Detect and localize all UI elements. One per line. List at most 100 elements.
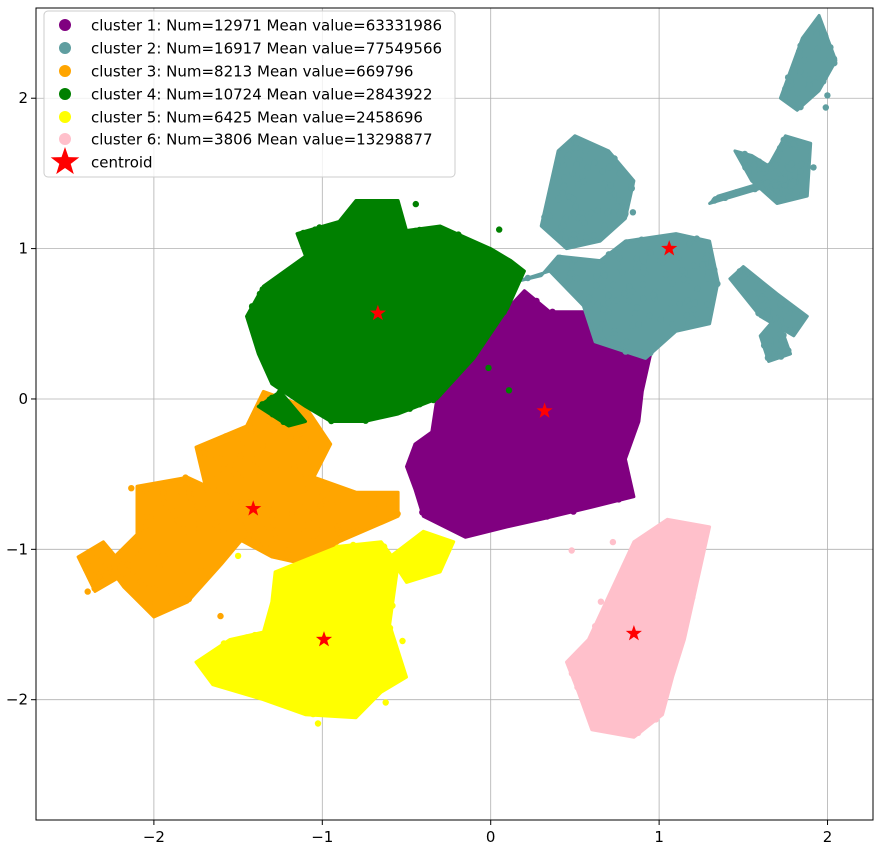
data-point [521, 300, 528, 307]
data-point [185, 595, 193, 603]
data-point [262, 342, 270, 349]
data-point [253, 538, 261, 546]
data-point [153, 549, 161, 557]
data-point [621, 631, 628, 638]
data-point [623, 239, 630, 246]
data-point [813, 30, 820, 38]
data-point [615, 496, 622, 503]
data-point [761, 165, 768, 172]
data-point [827, 44, 834, 51]
data-point [599, 283, 606, 290]
data-point [433, 325, 441, 333]
legend-label-centroid: centroid [91, 154, 153, 172]
data-point [250, 681, 257, 688]
data-point [672, 247, 680, 255]
data-point [743, 164, 750, 171]
data-point [693, 235, 700, 242]
data-point [363, 204, 370, 211]
data-point [403, 558, 410, 565]
data-point [782, 306, 789, 314]
data-point [429, 350, 437, 357]
data-point [448, 236, 455, 244]
data-point [580, 652, 587, 659]
data-point [622, 617, 629, 624]
data-point [667, 300, 674, 307]
data-point [462, 503, 470, 510]
data-point [389, 271, 397, 278]
data-point [339, 548, 346, 556]
data-point [231, 469, 238, 477]
data-point [282, 588, 289, 595]
data-point [320, 232, 327, 240]
data-point [253, 450, 260, 457]
data-point [496, 226, 503, 233]
data-point [566, 462, 573, 470]
data-point [799, 190, 806, 197]
data-point [115, 557, 122, 564]
data-point [777, 330, 784, 338]
data-point [573, 673, 580, 681]
data-point [268, 516, 276, 523]
data-point [321, 700, 328, 707]
data-point [471, 281, 478, 288]
data-point [702, 255, 710, 262]
data-point [683, 312, 691, 319]
data-point [509, 462, 516, 469]
data-point [82, 566, 90, 573]
data-point [568, 270, 575, 277]
data-point [278, 410, 286, 418]
data-point [311, 700, 318, 707]
data-point [596, 354, 603, 362]
data-point [271, 613, 278, 620]
data-point [416, 401, 423, 408]
data-point [412, 200, 419, 208]
data-point [217, 612, 224, 620]
data-point [200, 665, 207, 673]
data-point [340, 323, 347, 330]
data-point [255, 417, 262, 425]
data-point [218, 545, 225, 552]
data-point [367, 586, 374, 593]
data-point [296, 503, 303, 510]
data-point [339, 338, 346, 345]
data-point [764, 310, 771, 318]
data-point [640, 258, 647, 265]
series-cluster-5 [194, 529, 456, 727]
data-point [299, 608, 307, 615]
data-point [563, 143, 570, 150]
data-point [418, 380, 425, 387]
data-point [167, 589, 175, 596]
data-point [380, 269, 387, 276]
data-point [740, 272, 748, 280]
data-point [262, 631, 270, 638]
data-point [349, 273, 357, 281]
data-point [240, 685, 247, 692]
data-point [616, 264, 623, 271]
data-point [689, 571, 696, 578]
data-point [549, 495, 557, 502]
data-point [766, 316, 773, 323]
data-point [569, 170, 576, 177]
data-point [180, 530, 187, 537]
data-point [631, 366, 639, 374]
centroid-star [625, 625, 642, 641]
data-point [262, 303, 269, 311]
data-point [669, 321, 676, 328]
data-point [587, 209, 595, 217]
data-point [451, 418, 458, 425]
data-point [147, 514, 154, 522]
data-point [259, 401, 266, 408]
data-point [271, 430, 278, 438]
data-point [276, 389, 283, 396]
data-point [571, 426, 579, 433]
data-point [568, 315, 576, 323]
data-point [310, 537, 317, 544]
data-point [524, 362, 532, 369]
data-point [598, 681, 605, 688]
data-point [370, 228, 378, 235]
data-point [438, 288, 445, 296]
data-point [253, 664, 260, 671]
data-point [607, 637, 614, 644]
data-point [635, 380, 643, 388]
data-point [797, 168, 804, 175]
